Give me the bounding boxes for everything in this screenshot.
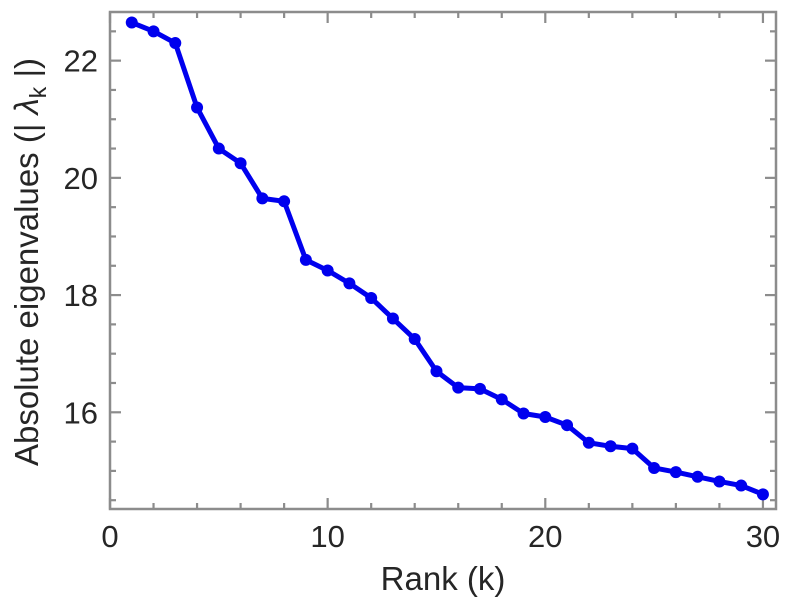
data-point bbox=[756, 488, 769, 501]
data-point bbox=[234, 157, 247, 170]
data-point bbox=[125, 16, 138, 29]
data-point bbox=[582, 436, 595, 449]
axes-frame bbox=[108, 10, 778, 511]
data-point bbox=[256, 192, 269, 205]
y-axis-title: Absolute eigenvalues (| λk |) bbox=[8, 58, 51, 466]
y-axis-title-text: Absolute eigenvalues (| λk |) bbox=[8, 58, 51, 466]
x-tick-label: 10 bbox=[310, 519, 344, 554]
x-tick-label: 20 bbox=[528, 519, 562, 554]
x-tick-label: 30 bbox=[746, 519, 780, 554]
data-point bbox=[604, 440, 617, 453]
y-axis-ticks bbox=[110, 30, 776, 502]
data-point bbox=[648, 461, 661, 474]
data-point bbox=[408, 333, 421, 346]
y-tick-label: 16 bbox=[64, 395, 98, 430]
data-point bbox=[669, 466, 682, 479]
data-point bbox=[474, 382, 486, 395]
data-point bbox=[561, 419, 574, 432]
data-point bbox=[386, 312, 399, 325]
eigenvalue-markers bbox=[125, 16, 769, 501]
y-title-prefix: Absolute eigenvalues (| bbox=[8, 114, 45, 466]
data-point bbox=[452, 381, 465, 394]
y-tick-label: 22 bbox=[64, 44, 98, 79]
data-point bbox=[278, 195, 291, 208]
plot-box-border bbox=[108, 10, 778, 511]
x-axis-title: Rank (k) bbox=[381, 560, 506, 597]
data-point bbox=[169, 37, 182, 50]
x-tick-label: 0 bbox=[101, 519, 118, 554]
y-tick-label: 20 bbox=[64, 161, 98, 196]
data-point bbox=[626, 442, 639, 455]
data-point bbox=[365, 292, 378, 305]
data-point bbox=[691, 470, 704, 483]
data-point bbox=[321, 264, 334, 277]
y-axis-tick-labels: 16 18 20 22 bbox=[64, 44, 98, 431]
data-point bbox=[191, 101, 204, 114]
y-title-subscript: k bbox=[25, 86, 51, 98]
data-point bbox=[212, 142, 225, 155]
x-axis-ticks bbox=[108, 12, 765, 509]
data-point bbox=[539, 410, 552, 423]
eigenvalue-line bbox=[129, 20, 766, 497]
y-tick-label: 18 bbox=[64, 278, 98, 313]
data-point bbox=[430, 365, 443, 378]
data-series-group bbox=[125, 16, 769, 501]
data-point bbox=[299, 253, 312, 266]
data-point bbox=[343, 277, 356, 290]
data-point bbox=[495, 393, 508, 406]
x-axis-tick-labels: 0 10 20 30 bbox=[101, 519, 780, 554]
data-point bbox=[517, 407, 530, 420]
data-point bbox=[735, 479, 748, 492]
data-point bbox=[147, 25, 160, 38]
y-title-lambda: λ bbox=[8, 98, 45, 116]
y-title-suffix: |) bbox=[8, 58, 45, 87]
data-point bbox=[713, 475, 726, 488]
